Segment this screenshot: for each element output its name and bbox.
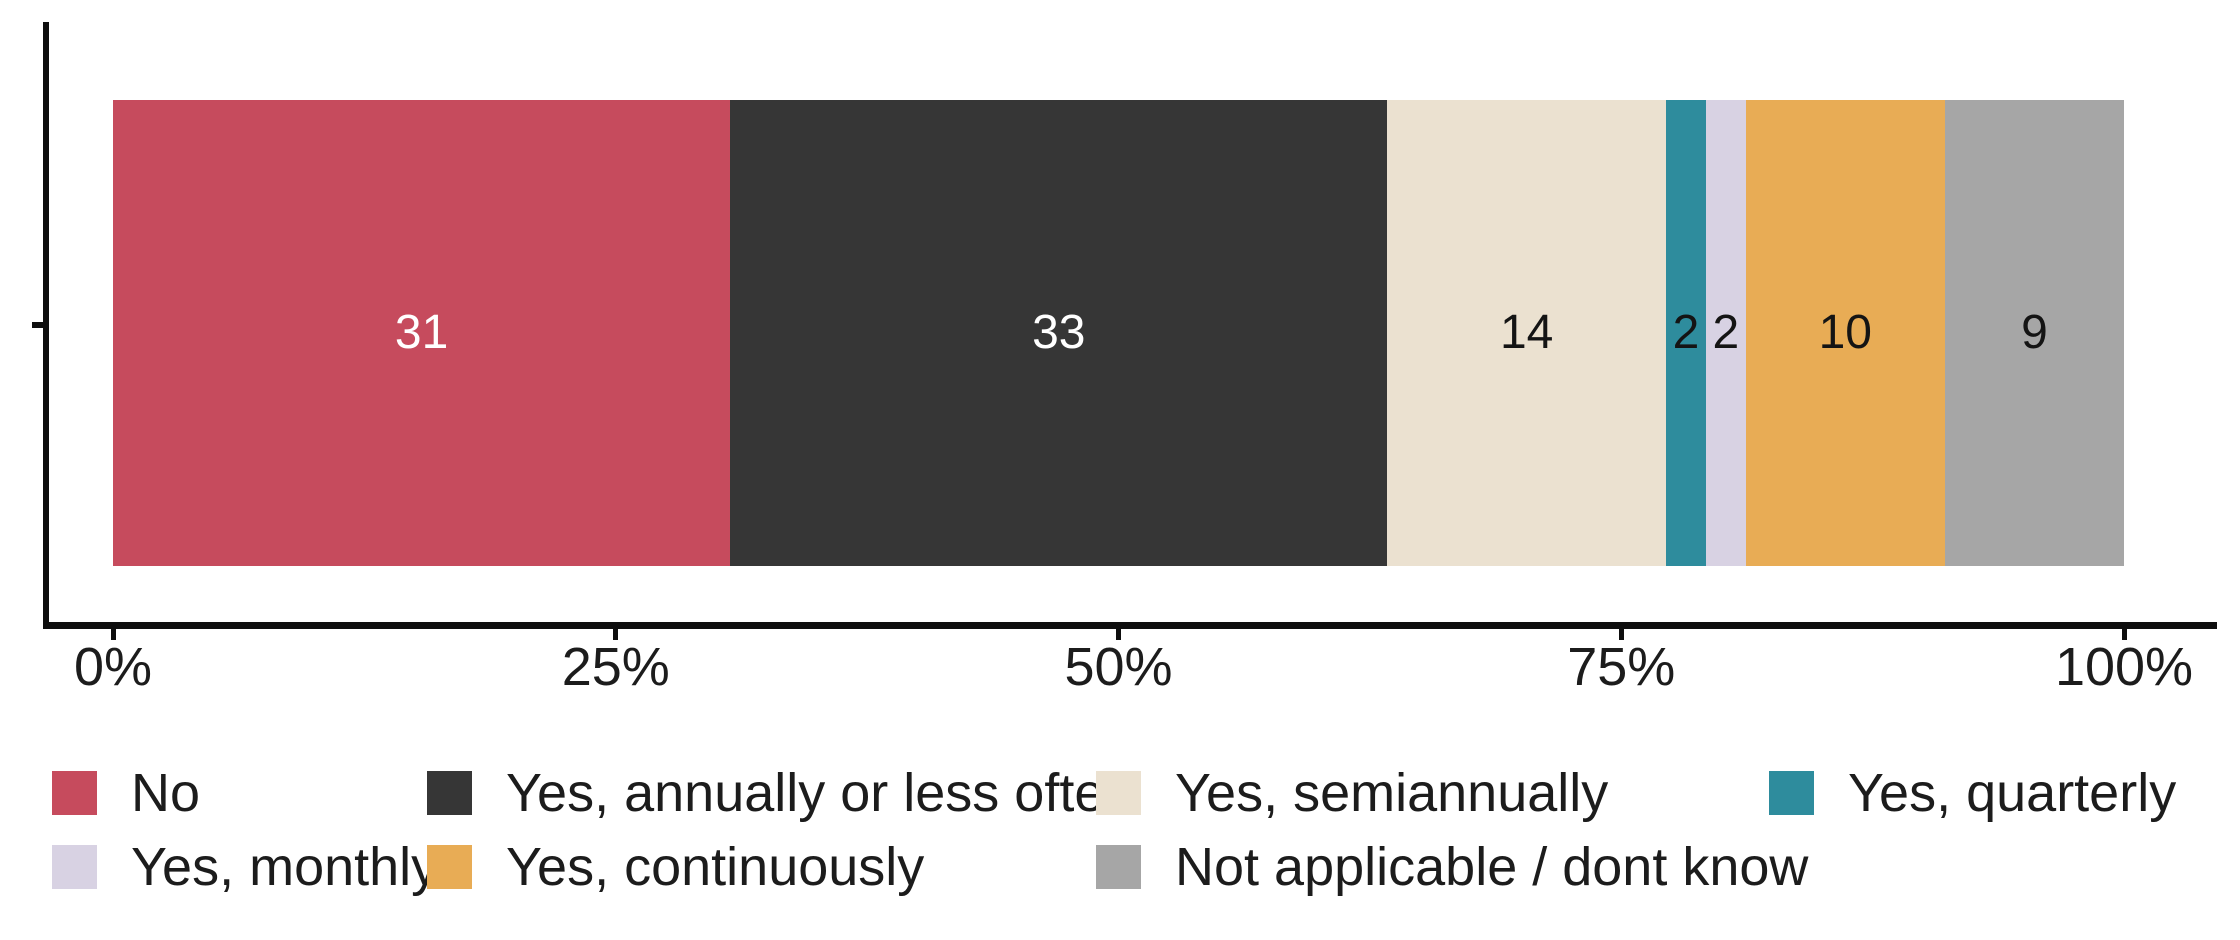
bar-segment-yes-annually-or-less-often: 33 bbox=[730, 100, 1388, 566]
legend-item-no: No bbox=[52, 766, 200, 820]
segment-value-label: 14 bbox=[1499, 306, 1554, 359]
legend-item-yes-semiannually: Yes, semiannually bbox=[1096, 766, 1608, 820]
x-tick-label: 25% bbox=[561, 637, 670, 697]
legend-item-not-applicable-dont-know: Not applicable / dont know bbox=[1096, 840, 1808, 894]
x-tick-label: 50% bbox=[1064, 637, 1173, 697]
legend-swatch bbox=[1096, 770, 1141, 815]
y-axis-line bbox=[43, 22, 49, 629]
legend-label: Not applicable / dont know bbox=[1175, 836, 1809, 897]
legend-swatch bbox=[1769, 770, 1814, 815]
x-tick-label: 75% bbox=[1567, 637, 1676, 697]
y-axis-tick bbox=[32, 322, 43, 328]
legend-label: Yes, continuously bbox=[506, 836, 925, 897]
segment-value-label: 2 bbox=[1712, 306, 1740, 359]
legend-label: Yes, semiannually bbox=[1175, 762, 1609, 823]
legend-swatch bbox=[52, 770, 97, 815]
legend-label: No bbox=[131, 762, 201, 823]
legend-item-yes-quarterly: Yes, quarterly bbox=[1769, 766, 2176, 820]
x-tick-label: 0% bbox=[73, 637, 153, 697]
stacked-bar: 31 33 14 2 2 10 9 bbox=[113, 100, 2125, 566]
legend-item-yes-annually-or-less-often: Yes, annually or less often bbox=[427, 766, 1134, 820]
bar-segment-yes-semiannually: 14 bbox=[1387, 100, 1667, 566]
segment-value-label: 2 bbox=[1672, 306, 1700, 359]
bar-segment-no: 31 bbox=[113, 100, 731, 566]
segment-value-label: 9 bbox=[2021, 306, 2048, 359]
x-tick-mark bbox=[110, 629, 116, 640]
x-tick-mark bbox=[2121, 629, 2127, 640]
legend-swatch bbox=[427, 770, 472, 815]
legend-swatch bbox=[52, 844, 97, 889]
x-tick-label: 100% bbox=[2054, 637, 2194, 697]
legend-label: Yes, monthly bbox=[131, 836, 439, 897]
x-tick-mark bbox=[613, 629, 619, 640]
legend-swatch bbox=[427, 844, 472, 889]
legend-item-yes-monthly: Yes, monthly bbox=[52, 840, 438, 894]
x-tick-mark bbox=[1116, 629, 1121, 640]
legend-label: Yes, quarterly bbox=[1848, 762, 2177, 823]
bar-segment-not-applicable-dont-know: 9 bbox=[1944, 100, 2125, 566]
segment-value-label: 33 bbox=[1032, 306, 1086, 359]
legend-label: Yes, annually or less often bbox=[506, 762, 1135, 823]
legend-item-yes-continuously: Yes, continuously bbox=[427, 840, 924, 894]
segment-value-label: 10 bbox=[1818, 306, 1872, 359]
bar-segment-yes-quarterly: 2 bbox=[1666, 100, 1706, 566]
segment-value-label: 31 bbox=[394, 306, 449, 359]
bar-segment-yes-monthly: 2 bbox=[1705, 100, 1746, 566]
x-axis-line bbox=[43, 622, 2217, 629]
bar-segment-yes-continuously: 10 bbox=[1745, 100, 1945, 566]
legend-swatch bbox=[1096, 844, 1141, 889]
x-tick-mark bbox=[1618, 629, 1624, 640]
